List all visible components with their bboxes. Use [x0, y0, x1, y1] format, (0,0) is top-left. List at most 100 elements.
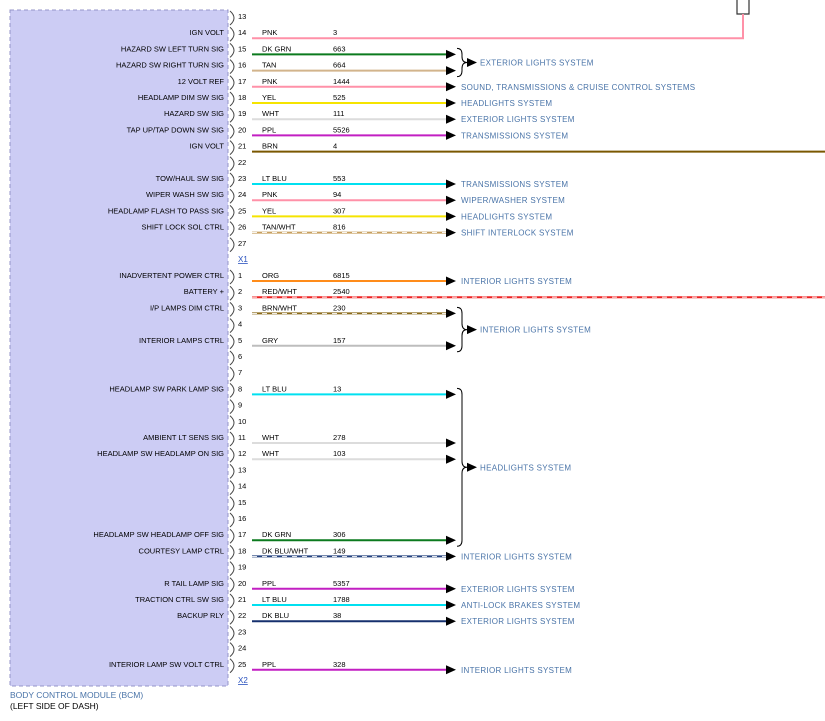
- wire-circuit-number: 328: [333, 660, 346, 669]
- system-link[interactable]: HEADLIGHTS SYSTEM: [461, 99, 552, 108]
- pin-number: 1: [238, 271, 242, 280]
- wire-color-label: PNK: [262, 77, 277, 86]
- pin-signal-label: 12 VOLT REF: [178, 77, 225, 86]
- system-link[interactable]: TRANSMISSIONS SYSTEM: [461, 131, 568, 140]
- system-link[interactable]: INTERIOR LIGHTS SYSTEM: [480, 326, 591, 335]
- wire-circuit-number: 230: [333, 303, 346, 312]
- wire-color-label: TAN/WHT: [262, 223, 296, 232]
- wire-circuit-number: 525: [333, 93, 346, 102]
- system-link[interactable]: HEADLIGHTS SYSTEM: [480, 463, 571, 472]
- wire-color-label: DK BLU/WHT: [262, 546, 309, 555]
- pin-signal-label: IGN VOLT: [190, 142, 225, 151]
- pin-socket: [229, 188, 235, 204]
- system-link[interactable]: EXTERIOR LIGHTS SYSTEM: [461, 617, 575, 626]
- wire-arrowhead: [446, 616, 456, 626]
- pin-number: 22: [238, 611, 246, 620]
- wire-arrowhead: [446, 551, 456, 561]
- wire-arrowhead: [446, 454, 456, 464]
- pin-socket: [229, 609, 235, 625]
- system-link[interactable]: INTERIOR LIGHTS SYSTEM: [461, 552, 572, 561]
- connector-label-x1[interactable]: X1: [238, 255, 248, 264]
- system-link[interactable]: TRANSMISSIONS SYSTEM: [461, 180, 568, 189]
- pin-number: 15: [238, 498, 246, 507]
- wire-circuit-number: 307: [333, 206, 346, 215]
- pin-number: 8: [238, 384, 242, 393]
- pin-socket: [229, 642, 235, 657]
- pin-socket: [229, 285, 235, 301]
- system-link[interactable]: INTERIOR LIGHTS SYSTEM: [461, 666, 572, 675]
- pin-number: 14: [238, 28, 246, 37]
- wire-circuit-number: 111: [333, 109, 344, 118]
- pin-number: 3: [238, 303, 242, 312]
- system-link[interactable]: SOUND, TRANSMISSIONS & CRUISE CONTROL SY…: [461, 83, 695, 92]
- pin-number: 16: [238, 61, 246, 70]
- pin-number: 23: [238, 174, 246, 183]
- pin-number: 5: [238, 336, 242, 345]
- pin-signal-label: TAP UP/TAP DOWN SW SIG: [127, 125, 225, 134]
- wire-arrowhead: [446, 438, 456, 448]
- pin-socket: [229, 561, 235, 576]
- pin-socket: [229, 496, 235, 512]
- pin-signal-label: TRACTION CTRL SW SIG: [135, 595, 224, 604]
- pin-signal-label: IGN VOLT: [190, 28, 225, 37]
- wire-circuit-number: 663: [333, 44, 346, 53]
- wire-circuit-number: 157: [333, 336, 346, 345]
- wire-color-label: BRN/WHT: [262, 303, 297, 312]
- pin-socket: [229, 75, 235, 91]
- pin-signal-label: WIPER WASH SW SIG: [146, 190, 224, 199]
- group-brace: [456, 306, 468, 353]
- pin-socket: [229, 447, 235, 463]
- wire-color-label: PPL: [262, 579, 276, 588]
- pin-socket: [229, 221, 235, 236]
- pin-socket: [229, 156, 235, 172]
- system-link[interactable]: INTERIOR LIGHTS SYSTEM: [461, 277, 572, 286]
- wire-color-label: DK BLU: [262, 611, 289, 620]
- pin-number: 13: [238, 12, 246, 21]
- wire-arrowhead: [446, 535, 456, 545]
- pin-number: 7: [238, 368, 242, 377]
- wire-circuit-number: 5357: [333, 579, 350, 588]
- system-link[interactable]: EXTERIOR LIGHTS SYSTEM: [461, 115, 575, 124]
- connector-label-x2[interactable]: X2: [238, 676, 248, 685]
- pin-number: 25: [238, 206, 246, 215]
- group-arrowhead: [467, 325, 477, 335]
- wire-circuit-number: 1444: [333, 77, 350, 86]
- system-link[interactable]: EXTERIOR LIGHTS SYSTEM: [480, 59, 594, 68]
- wire-color-label: GRY: [262, 336, 278, 345]
- pin-socket: [229, 383, 235, 398]
- pin-number: 24: [238, 190, 246, 199]
- group-arrowhead: [467, 462, 477, 472]
- system-link[interactable]: WIPER/WASHER SYSTEM: [461, 196, 565, 205]
- pin-socket: [229, 399, 235, 414]
- pin-number: 12: [238, 449, 246, 458]
- pin-signal-label: INTERIOR LAMP SW VOLT CTRL: [109, 660, 224, 669]
- pin-number: 2: [238, 287, 242, 296]
- system-link[interactable]: SHIFT INTERLOCK SYSTEM: [461, 229, 574, 238]
- pin-number: 23: [238, 627, 246, 636]
- pin-number: 22: [238, 158, 246, 167]
- pin-socket: [229, 302, 235, 317]
- pin-number: 19: [238, 109, 246, 118]
- pin-socket: [229, 43, 235, 58]
- wire-circuit-number: 664: [333, 61, 346, 70]
- pin-socket: [229, 593, 235, 609]
- pin-signal-label: BATTERY +: [184, 287, 225, 296]
- pin-socket: [229, 140, 235, 155]
- wire-circuit-number: 1788: [333, 595, 350, 604]
- wire-color-label: PPL: [262, 660, 276, 669]
- pin-number: 6: [238, 352, 242, 361]
- system-link[interactable]: HEADLIGHTS SYSTEM: [461, 212, 552, 221]
- pin-number: 19: [238, 563, 246, 572]
- pin-socket: [229, 545, 235, 560]
- wire-arrowhead: [446, 66, 456, 76]
- system-link[interactable]: EXTERIOR LIGHTS SYSTEM: [461, 585, 575, 594]
- wire-arrowhead: [446, 49, 456, 59]
- pin-signal-label: INADVERTENT POWER CTRL: [119, 271, 224, 280]
- pin-socket: [229, 528, 235, 544]
- wire-circuit-number: 38: [333, 611, 341, 620]
- pin-number: 10: [238, 417, 246, 426]
- wire-color-label: PPL: [262, 125, 276, 134]
- system-link[interactable]: ANTI-LOCK BRAKES SYSTEM: [461, 601, 580, 610]
- pin-number: 17: [238, 530, 246, 539]
